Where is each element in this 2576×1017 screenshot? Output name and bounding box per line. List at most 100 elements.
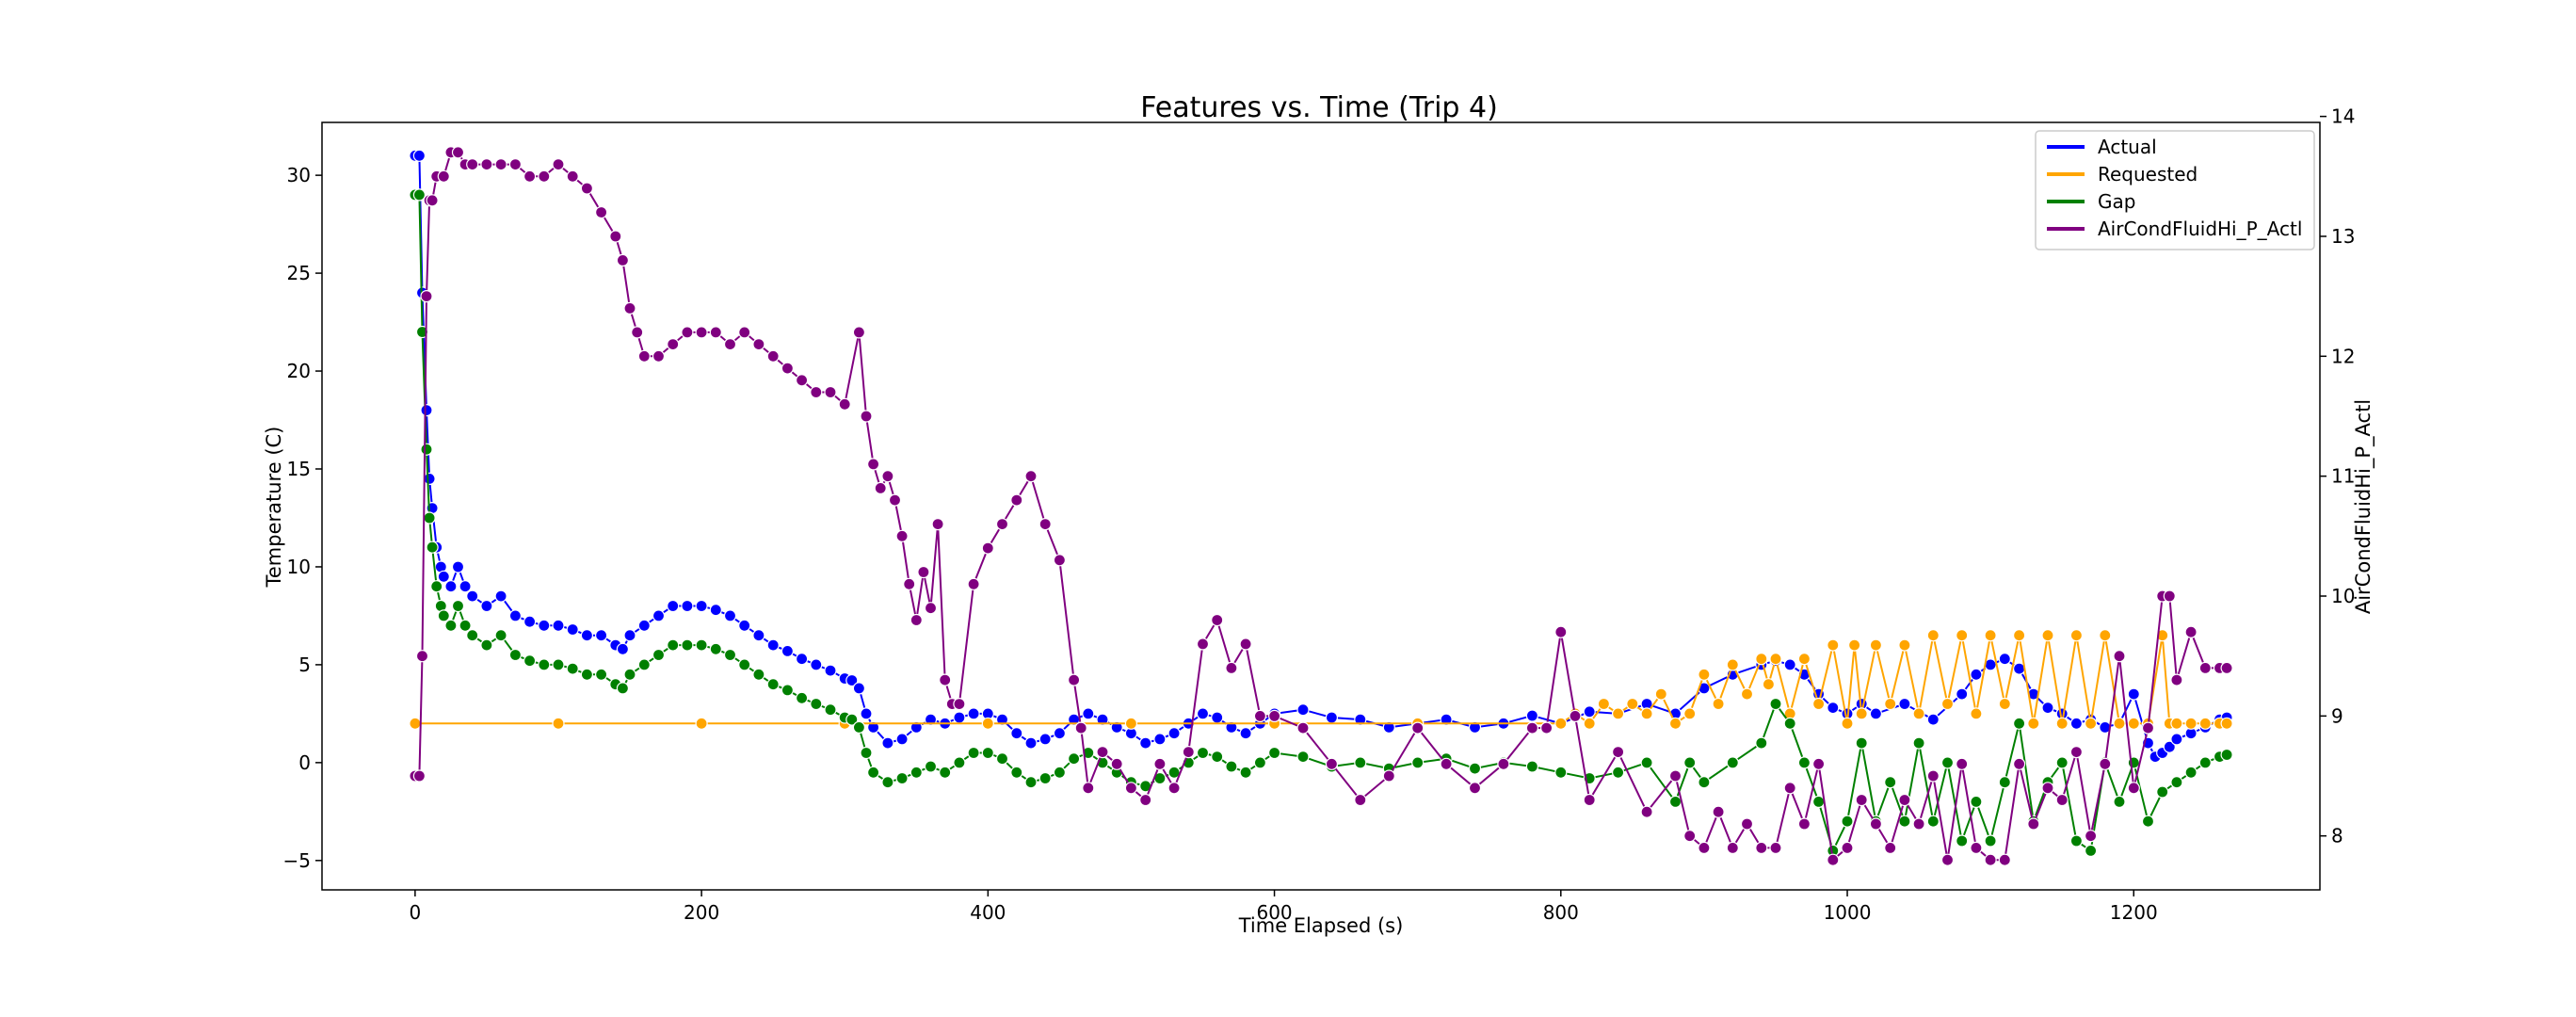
data-point (2055, 756, 2069, 769)
data-point (860, 410, 873, 423)
data-point (903, 577, 916, 590)
data-point (538, 170, 551, 183)
data-point (1096, 713, 1109, 726)
data-point (412, 149, 426, 162)
data-point (1884, 841, 1897, 855)
x-tick-label: 0 (410, 901, 422, 924)
data-point (766, 638, 780, 652)
data-point (1583, 705, 1596, 718)
data-point (1683, 830, 1697, 843)
data-point (681, 599, 694, 613)
data-point (795, 374, 809, 387)
data-point (1940, 853, 1955, 866)
data-point (2141, 721, 2155, 734)
data-point (444, 580, 458, 593)
data-point (1956, 687, 1969, 701)
data-point (409, 717, 422, 730)
y-tick-label: 10 (287, 556, 311, 578)
data-point (1038, 771, 1052, 785)
data-point (2141, 815, 2155, 828)
data-point (420, 404, 433, 417)
x-axis-title: Time Elapsed (s) (1238, 914, 1404, 937)
data-point (1074, 721, 1087, 734)
data-point (523, 654, 537, 668)
data-point (866, 720, 880, 734)
y-tick-label: 0 (298, 751, 311, 774)
data-point (2055, 717, 2069, 730)
data-point (1956, 629, 1969, 642)
data-point (752, 338, 765, 351)
data-point (1611, 707, 1625, 720)
data-point (437, 570, 450, 583)
data-point (1296, 721, 1310, 734)
data-point (552, 619, 565, 632)
data-point (1525, 709, 1539, 722)
data-point (1668, 769, 1682, 783)
data-point (616, 253, 630, 266)
data-point (795, 653, 809, 666)
data-point (566, 622, 579, 637)
data-point (1354, 713, 1367, 726)
data-point (2163, 589, 2176, 603)
data-point (2170, 673, 2183, 686)
data-point (967, 746, 980, 760)
data-point (866, 766, 880, 779)
data-point (695, 717, 708, 730)
data-point (995, 517, 1009, 531)
data-point (1740, 817, 1754, 831)
data-point (845, 673, 859, 687)
y2-tick-label: 11 (2331, 465, 2355, 488)
data-point (1583, 717, 1596, 730)
data-point (1755, 841, 1768, 855)
data-point (480, 158, 493, 171)
data-point (1211, 711, 1224, 724)
data-point (1898, 793, 1911, 807)
data-point (1869, 817, 1883, 831)
data-point (1869, 638, 1883, 652)
y2-tick-label: 12 (2331, 345, 2355, 367)
data-point (860, 707, 873, 720)
data-point (2099, 757, 2112, 770)
data-point (1053, 766, 1067, 779)
data-point (752, 668, 765, 681)
data-point (1225, 661, 1238, 675)
y-tick-label: −5 (283, 849, 311, 872)
data-point (508, 648, 523, 662)
data-point (2069, 834, 2083, 848)
data-point (738, 326, 751, 339)
data-point (2085, 717, 2098, 730)
data-point (667, 338, 680, 351)
data-point (1827, 853, 1840, 866)
data-point (1726, 756, 1739, 769)
data-point (594, 205, 608, 219)
data-point (810, 385, 823, 399)
data-point (781, 362, 795, 375)
data-point (667, 599, 680, 613)
data-point (637, 619, 651, 632)
legend: Actual Requested Gap AirCondFluidHi_P_Actl (2035, 130, 2315, 250)
data-point (1153, 757, 1167, 770)
legend-label: Requested (2098, 163, 2198, 186)
y-axis-left: −5 0 5 10 15 20 25 30 (283, 164, 322, 872)
data-point (1797, 756, 1811, 769)
data-point (1827, 701, 1840, 715)
data-point (2085, 844, 2098, 858)
data-point (412, 188, 426, 202)
data-point (623, 301, 636, 315)
data-point (2041, 629, 2054, 642)
data-point (2127, 717, 2140, 730)
data-point (910, 720, 923, 734)
data-point (1970, 707, 1983, 720)
data-point (1082, 746, 1095, 760)
x-tick-label: 600 (1256, 901, 1292, 924)
data-point (1067, 752, 1081, 766)
data-point (412, 769, 426, 783)
data-point (1153, 733, 1167, 746)
data-point (415, 325, 429, 339)
data-point (1940, 756, 1955, 769)
data-point (1597, 697, 1611, 711)
data-point (1970, 668, 1983, 681)
data-point (1940, 697, 1955, 711)
data-point (552, 717, 565, 730)
data-point (538, 619, 551, 632)
